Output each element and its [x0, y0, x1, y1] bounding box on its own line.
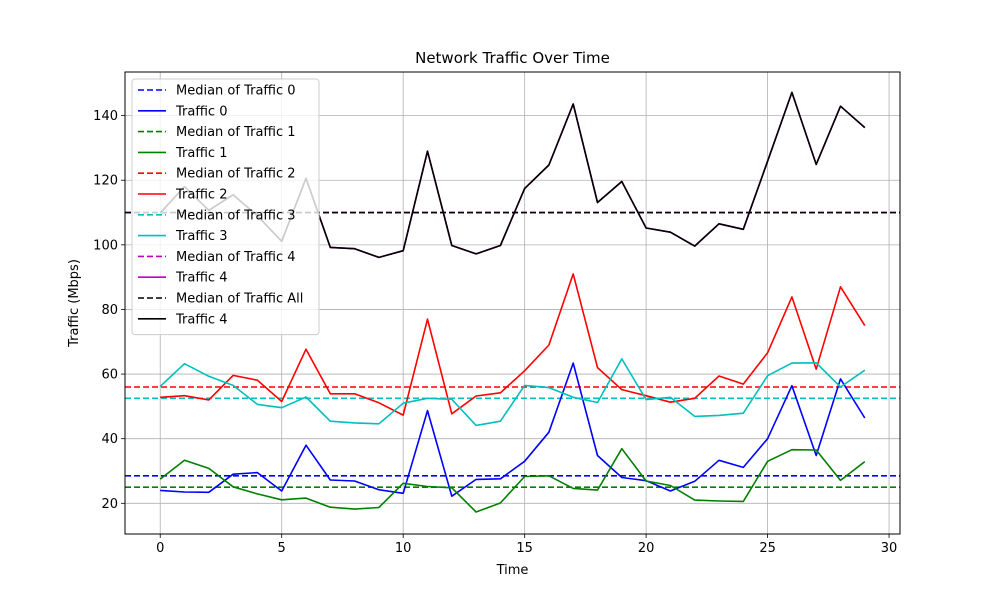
legend-label: Median of Traffic 0 [176, 84, 296, 99]
legend-label: Median of Traffic All [176, 292, 303, 307]
y-axis-label: Traffic (Mbps) [67, 259, 82, 348]
legend-label: Median of Traffic 4 [176, 250, 296, 265]
x-tick-label: 0 [156, 541, 164, 556]
x-tick-label: 15 [516, 541, 533, 556]
y-tick-label: 60 [101, 368, 118, 383]
legend-label: Traffic 0 [175, 104, 227, 119]
x-tick-label: 30 [881, 541, 898, 556]
legend-label: Traffic 3 [175, 229, 227, 244]
series-line [159, 447, 866, 513]
legend-label: Traffic 4 [175, 271, 227, 286]
y-tick-label: 20 [101, 497, 118, 512]
x-tick-label: 5 [278, 541, 286, 556]
y-tick-label: 40 [101, 432, 118, 447]
y-tick-label: 100 [93, 238, 118, 253]
legend-label: Median of Traffic 3 [176, 208, 296, 223]
legend-label: Traffic 2 [175, 188, 227, 203]
legend: Median of Traffic 0 Traffic 0 Median of Tr… [131, 78, 320, 336]
y-tick-label: 140 [93, 109, 118, 124]
series-line [160, 273, 866, 416]
legend-label: Traffic 4 [175, 312, 227, 327]
series-line [159, 358, 866, 427]
plot-frame [124, 71, 901, 535]
x-tick-label: 25 [759, 541, 776, 556]
chart-title: Network Traffic Over Time [415, 49, 610, 67]
legend-label: Traffic 1 [175, 146, 227, 161]
x-tick-label: 20 [638, 541, 655, 556]
tick-layer: 0 5 10 15 20 25 30 20 40 60 80 100 120 140 [93, 109, 897, 556]
y-tick-label: 120 [93, 174, 118, 189]
legend-label: Median of Traffic 2 [176, 167, 296, 182]
legend-label: Median of Traffic 1 [176, 125, 296, 140]
x-axis-label: Time [496, 563, 529, 578]
series-line [160, 362, 866, 498]
y-tick-label: 80 [101, 303, 118, 318]
legend-box [131, 78, 320, 336]
x-tick-label: 10 [395, 541, 412, 556]
